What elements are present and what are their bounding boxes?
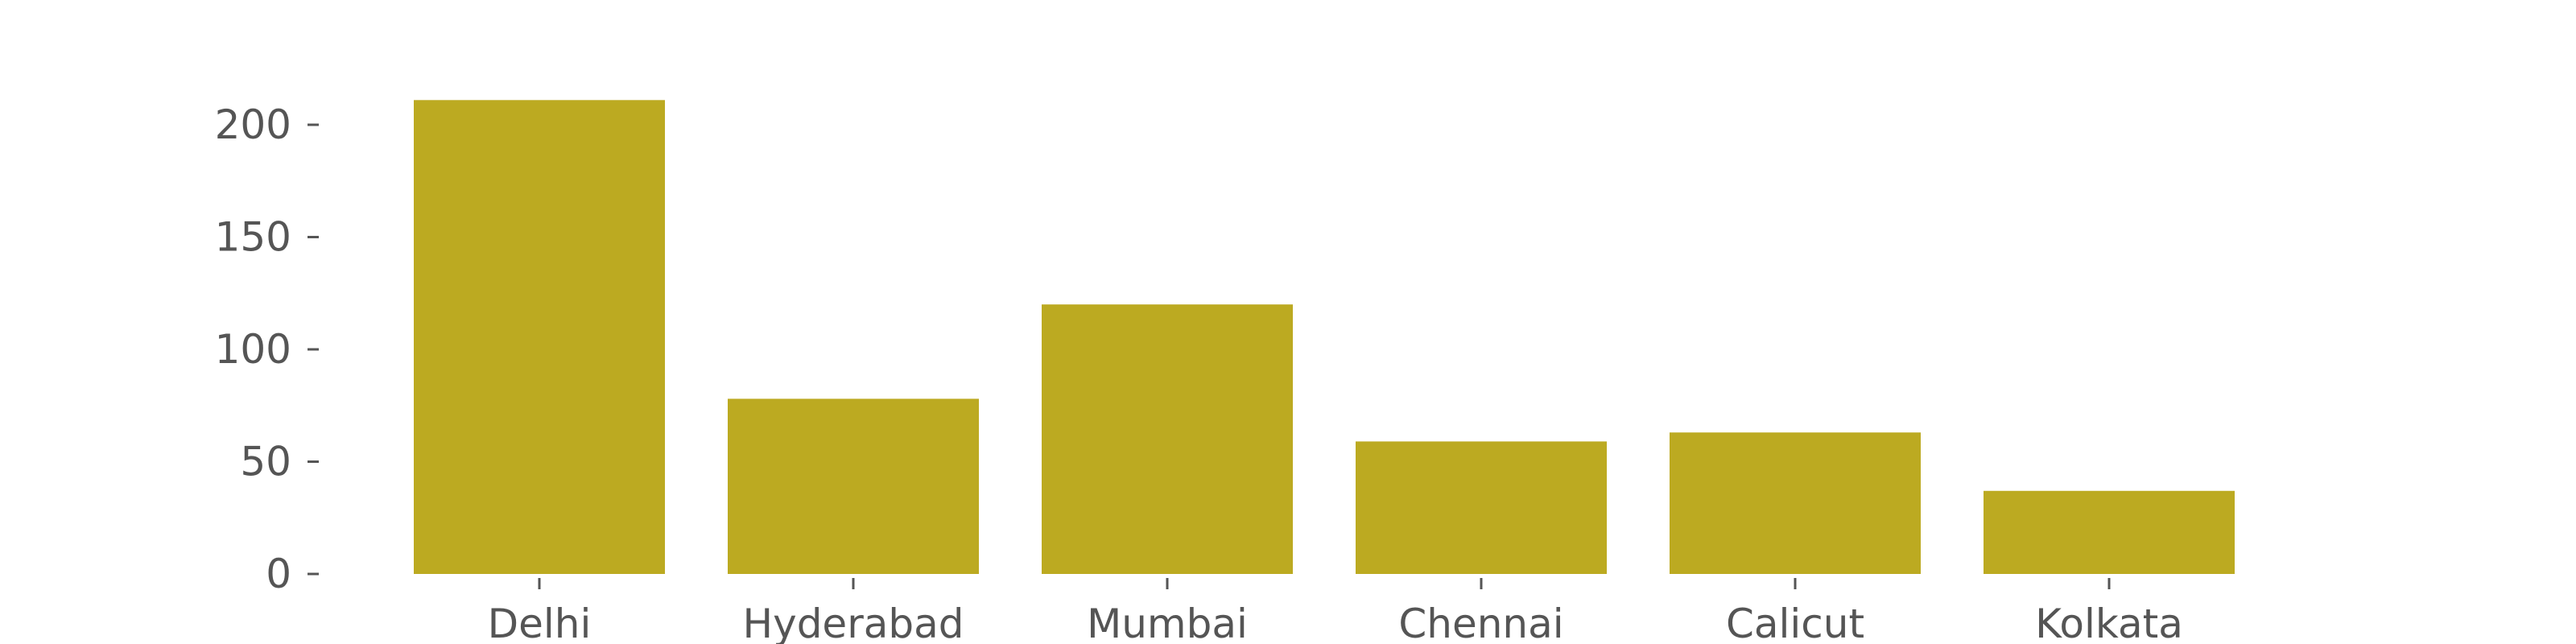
x-tick-label-mumbai: Mumbai [1087, 601, 1248, 644]
y-tick-label: 100 [215, 326, 291, 373]
bars-group [414, 100, 2235, 574]
bar-mumbai [1042, 304, 1293, 574]
y-tick-label: 0 [266, 551, 291, 597]
y-axis: 0 50 100 150 200 [215, 101, 319, 597]
y-tick-label: 200 [215, 101, 291, 148]
x-tick-label-calicut: Calicut [1726, 601, 1864, 644]
bar-hyderabad [728, 398, 979, 574]
bar-delhi [414, 100, 665, 574]
x-tick-label-kolkata: Kolkata [2035, 601, 2183, 644]
y-tick-label: 50 [240, 439, 291, 485]
x-tick-label-delhi: Delhi [488, 601, 592, 644]
x-tick-label-hyderabad: Hyderabad [743, 601, 964, 644]
y-tick-label: 150 [215, 214, 291, 261]
bar-kolkata [1984, 490, 2235, 574]
x-tick-label-chennai: Chennai [1398, 601, 1563, 644]
x-axis: Delhi Hyderabad Mumbai Chennai Calicut Kolkat… [488, 578, 2183, 644]
bar-chennai [1356, 441, 1607, 574]
bar-calicut [1670, 432, 1921, 574]
